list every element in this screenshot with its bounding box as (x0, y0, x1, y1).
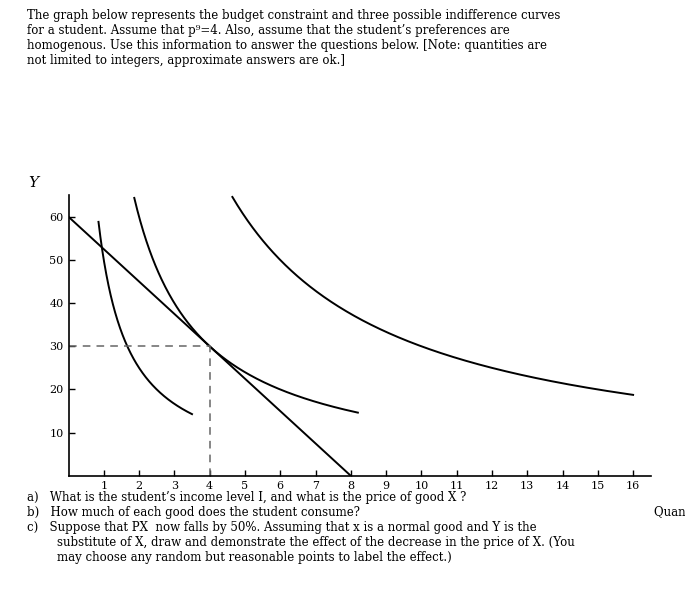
Y-axis label: Y: Y (29, 176, 38, 190)
Text: The graph below represents the budget constraint and three possible indifference: The graph below represents the budget co… (27, 9, 561, 67)
Text: Quantity X: Quantity X (654, 506, 685, 519)
Text: a)   What is the student’s income level I, and what is the price of good X ?
b) : a) What is the student’s income level I,… (27, 491, 575, 564)
